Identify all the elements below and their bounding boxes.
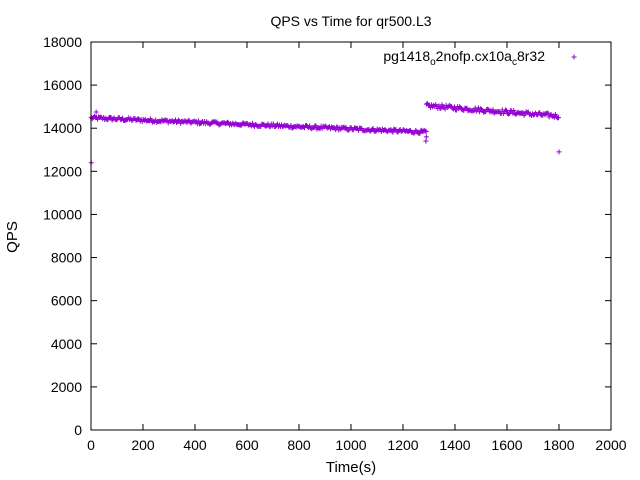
legend-text: 8r32 [517, 48, 545, 64]
data-point [519, 110, 525, 116]
x-tick-label: 200 [131, 437, 155, 453]
data-point [176, 117, 182, 123]
data-point [511, 108, 517, 114]
data-point [423, 134, 429, 140]
chart-title: QPS vs Time for qr500.L3 [270, 13, 431, 29]
data-point [334, 124, 340, 130]
legend-text: 2nofp.cx10a [436, 48, 512, 64]
data-point [506, 111, 512, 117]
y-tick-label: 16000 [43, 77, 82, 93]
x-tick-label: 1600 [491, 437, 522, 453]
data-point [423, 128, 429, 134]
y-tick-label: 10000 [43, 206, 82, 222]
x-tick-label: 800 [287, 437, 311, 453]
x-tick-label: 600 [235, 437, 259, 453]
data-point [423, 138, 429, 144]
data-point [556, 149, 562, 155]
data-point [370, 125, 376, 131]
data-point [225, 119, 230, 125]
data-point [485, 106, 491, 112]
x-tick-label: 1400 [439, 437, 470, 453]
data-point [307, 123, 313, 129]
data-point [135, 116, 141, 122]
legend-subscript: o [430, 57, 436, 68]
x-tick-label: 1800 [543, 437, 574, 453]
data-point [521, 112, 527, 118]
legend: pg1418o2nofp.cx10ac8r32 [383, 48, 577, 68]
data-points [88, 101, 562, 166]
data-point [555, 115, 561, 121]
data-point [476, 109, 482, 115]
x-tick-label: 0 [87, 437, 95, 453]
data-point [93, 109, 99, 115]
data-point [457, 104, 463, 110]
x-tick-label: 1200 [387, 437, 418, 453]
data-point [502, 107, 508, 113]
legend-text: pg1418 [383, 48, 430, 64]
x-tick-label: 1000 [335, 437, 366, 453]
x-tick-label: 400 [183, 437, 207, 453]
legend-marker [571, 54, 577, 60]
data-point [439, 102, 445, 108]
legend-label: pg1418o2nofp.cx10ac8r32 [383, 48, 545, 68]
plot-frame [90, 41, 612, 431]
y-tick-label: 2000 [51, 379, 82, 395]
x-axis-label: Time(s) [326, 459, 376, 476]
data-point [552, 111, 558, 117]
y-tick-label: 6000 [51, 293, 82, 309]
y-tick-label: 8000 [51, 250, 82, 266]
y-tick-label: 14000 [43, 120, 82, 136]
y-tick-label: 4000 [51, 336, 82, 352]
legend-subscript: c [512, 57, 517, 68]
y-tick-label: 18000 [43, 34, 82, 50]
x-tick-label: 2000 [595, 437, 626, 453]
y-tick-label: 12000 [43, 163, 82, 179]
y-axis-label: QPS [4, 221, 21, 253]
y-tick-label: 0 [74, 422, 82, 438]
axis-ticks: 0 200 400 600 800 1000 1200 1400 1600 1800 2000 0 20… [43, 34, 627, 453]
